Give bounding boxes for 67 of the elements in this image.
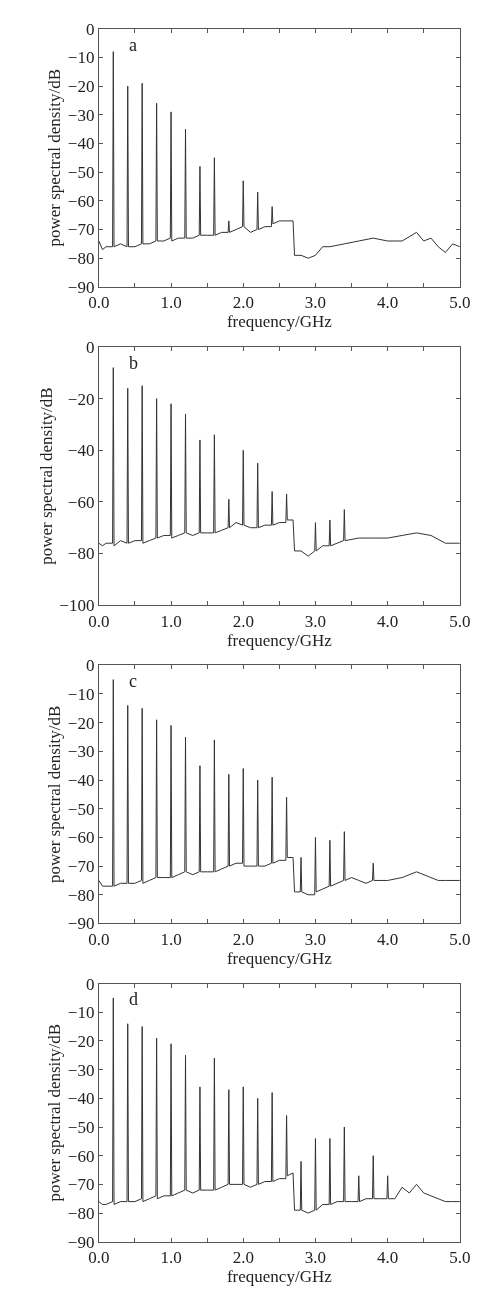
x-axis-title: frequency/GHz [226, 948, 333, 968]
y-tick-label: −70 [67, 857, 95, 877]
x-tick-label: 3.0 [304, 611, 327, 631]
y-tick-label: −50 [67, 799, 95, 819]
annotation: d [129, 989, 138, 1009]
y-tick-label: −80 [67, 544, 95, 564]
y-tick-label: −70 [67, 1175, 95, 1195]
y-tick-label: −10 [67, 1003, 95, 1023]
y-tick-label: −60 [67, 828, 95, 848]
y-tick-label: −60 [67, 492, 95, 512]
x-tick-label: 2.0 [232, 929, 254, 949]
y-tick-label: −30 [67, 1060, 95, 1080]
y-tick-label: −20 [67, 77, 95, 97]
y-tick-label: −40 [67, 770, 95, 790]
x-tick-label: 4.0 [377, 611, 399, 631]
y-tick-label: −80 [67, 1204, 95, 1224]
x-tick-label: 2.0 [232, 293, 254, 313]
y-tick-label: −40 [67, 1089, 95, 1109]
y-tick-label: −20 [67, 713, 95, 733]
y-tick-label: −20 [67, 1031, 95, 1051]
x-tick-label: 1.0 [160, 293, 182, 313]
y-tick-label: −20 [67, 389, 95, 409]
y-axis-title: power spectral density/dB [36, 387, 56, 565]
y-tick-label: −40 [67, 441, 95, 461]
x-axis-title: frequency/GHz [226, 1267, 333, 1287]
y-tick-label: −60 [67, 1146, 95, 1166]
y-tick-label: −10 [67, 48, 95, 68]
line-series [98, 367, 460, 557]
y-tick-label: 0 [85, 19, 95, 39]
y-tick-label: −30 [67, 742, 95, 762]
y-tick-label: −80 [67, 885, 95, 905]
line-series [98, 679, 460, 896]
x-tick-label: 2.0 [232, 1248, 254, 1268]
y-tick-label: −60 [67, 191, 95, 211]
y-tick-label: −80 [67, 249, 95, 269]
y-tick-label: 0 [85, 974, 95, 994]
y-tick-label: −50 [67, 163, 95, 183]
x-axis-title: frequency/GHz [226, 630, 333, 650]
x-tick-label: 3.0 [304, 293, 327, 313]
x-tick-label: 1.0 [160, 929, 182, 949]
y-tick-label: 0 [85, 337, 95, 357]
x-tick-label: 4.0 [377, 1248, 399, 1268]
x-tick-label: 3.0 [304, 929, 327, 949]
x-tick-label: 3.0 [304, 1248, 327, 1268]
x-tick-label: 4.0 [377, 929, 399, 949]
y-tick-label: −50 [67, 1117, 95, 1137]
x-tick-label: 1.0 [160, 611, 182, 631]
line-series [98, 51, 460, 259]
x-axis-title: frequency/GHz [226, 312, 333, 332]
x-tick-label: 4.0 [377, 293, 399, 313]
x-tick-label: 5.0 [449, 929, 471, 949]
annotation: a [129, 35, 137, 55]
y-tick-label: −70 [67, 220, 95, 240]
y-axis-title: power spectral density/dB [45, 69, 65, 247]
y-axis-title: power spectral density/dB [45, 705, 65, 884]
x-tick-label: 5.0 [449, 293, 471, 313]
y-tick-label: 0 [85, 656, 95, 676]
annotation: c [129, 671, 137, 691]
x-tick-label: 5.0 [449, 1248, 471, 1268]
x-tick-label: 2.0 [232, 611, 254, 631]
y-tick-label: −10 [67, 684, 95, 704]
annotation: b [129, 353, 138, 373]
y-tick-label: −40 [67, 134, 95, 154]
y-axis-title: power spectral density/dB [45, 1023, 65, 1202]
x-tick-label: 1.0 [160, 1248, 182, 1268]
x-tick-label: 5.0 [449, 611, 471, 631]
y-tick-label: −30 [67, 105, 95, 125]
